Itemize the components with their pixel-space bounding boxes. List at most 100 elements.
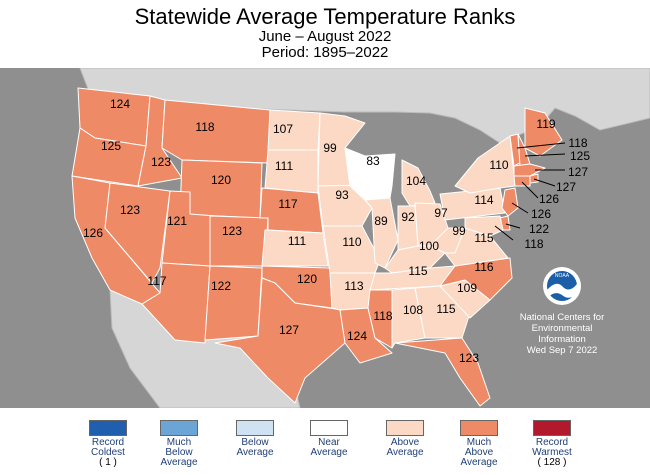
rank-RI: 127 xyxy=(556,180,576,194)
rank-MI: 104 xyxy=(406,174,426,188)
rank-NM: 122 xyxy=(211,279,231,293)
legend-label: Average xyxy=(460,457,498,468)
rank-IA: 93 xyxy=(335,188,349,202)
rank-MS: 118 xyxy=(373,309,392,323)
legend-label: Average xyxy=(160,457,198,468)
rank-VA: 115 xyxy=(474,231,493,245)
map-subtitle-period: June – August 2022 xyxy=(258,28,392,45)
rank-labels: 124 125 123 118 120 126 123 121 123 117 … xyxy=(83,97,590,365)
credit-line-1: National Centers for xyxy=(520,312,604,323)
rank-WI: 83 xyxy=(366,154,380,168)
legend-label: Record xyxy=(91,437,125,448)
legend-much-below: Much Below Average xyxy=(139,420,219,468)
rank-TX: 127 xyxy=(279,323,299,337)
rank-OH: 97 xyxy=(434,206,448,220)
legend-value: ( 1 ) xyxy=(99,457,117,468)
rank-NC: 116 xyxy=(474,260,493,274)
rank-WA: 124 xyxy=(110,97,130,111)
legend-label: Warmest xyxy=(532,447,572,458)
rank-SC: 109 xyxy=(457,281,477,295)
rank-LA: 124 xyxy=(347,329,367,343)
state-AL xyxy=(391,287,426,349)
rank-AZ: 117 xyxy=(147,274,166,288)
legend-swatch xyxy=(160,420,198,436)
rank-MD: 118 xyxy=(524,237,543,251)
lake-michigan xyxy=(391,160,404,208)
noaa-credit: NOAA National Centers for Environmental … xyxy=(520,267,604,356)
state-NM xyxy=(204,265,263,341)
credit-line-3: Information xyxy=(538,334,586,345)
leader-RI xyxy=(533,178,556,187)
legend-below: Below Average xyxy=(215,420,295,458)
rank-OK: 120 xyxy=(297,272,317,286)
rank-IN: 92 xyxy=(401,210,415,224)
map-panel: 124 125 123 118 120 126 123 121 123 117 … xyxy=(0,68,650,408)
rank-MO: 110 xyxy=(342,235,361,249)
lake-superior xyxy=(345,140,410,156)
title-block: Statewide Average Temperature Ranks June… xyxy=(0,4,650,61)
rank-MN: 99 xyxy=(323,141,337,155)
leader-lines xyxy=(494,142,566,241)
state-TX xyxy=(214,277,346,404)
rank-NH: 125 xyxy=(570,149,590,163)
rank-PA: 114 xyxy=(474,193,493,207)
state-NV xyxy=(104,182,171,284)
state-MA xyxy=(513,163,546,177)
legend-swatch xyxy=(310,420,348,436)
credit-line-2: Environmental xyxy=(532,323,593,334)
rank-ID: 123 xyxy=(151,155,171,169)
credit-date: Wed Sep 7 2022 xyxy=(527,345,598,356)
rank-ND: 107 xyxy=(273,122,293,136)
state-MT xyxy=(161,99,271,164)
state-MS xyxy=(367,289,393,349)
legend-label: Average xyxy=(236,447,274,458)
rank-SD: 111 xyxy=(275,159,294,173)
noaa-logo-text: NOAA xyxy=(555,273,570,279)
rank-AR: 113 xyxy=(344,279,363,293)
leader-NH xyxy=(524,153,566,157)
rank-NE: 117 xyxy=(278,197,297,211)
legend-swatch xyxy=(89,420,127,436)
noaa-logo-wave xyxy=(547,283,577,298)
legend-swatch xyxy=(460,420,498,436)
rank-WV: 99 xyxy=(452,224,466,238)
legend-label: Above xyxy=(464,447,494,458)
leader-MD xyxy=(494,225,514,241)
rank-WY: 120 xyxy=(211,173,231,187)
rank-TN: 115 xyxy=(408,264,427,278)
leader-NJ xyxy=(511,202,529,214)
rank-CT: 126 xyxy=(539,192,559,206)
leader-DE xyxy=(505,223,521,229)
legend-above: Above Average xyxy=(365,420,445,458)
legend-swatch xyxy=(533,420,571,436)
legend-swatch xyxy=(236,420,274,436)
legend-near: Near Average xyxy=(289,420,369,458)
state-ME xyxy=(524,107,563,157)
state-CT xyxy=(513,175,531,187)
rank-ME: 119 xyxy=(536,117,555,131)
legend-label: Near xyxy=(318,437,340,448)
state-WY xyxy=(179,159,263,219)
legend-label: Record xyxy=(535,437,569,448)
rank-UT: 121 xyxy=(167,214,187,228)
state-MI xyxy=(401,159,436,207)
legend-label: Much xyxy=(166,437,192,448)
state-KS xyxy=(261,229,329,267)
legend-swatch xyxy=(386,420,424,436)
state-RI xyxy=(529,173,539,184)
state-FL xyxy=(394,337,491,407)
rank-CO: 123 xyxy=(222,224,242,238)
rank-OR: 125 xyxy=(101,139,121,153)
rank-NY: 110 xyxy=(489,158,508,172)
rank-VT: 118 xyxy=(568,136,587,150)
leader-VT xyxy=(516,142,566,149)
rank-KY: 100 xyxy=(419,239,439,253)
rank-MA: 127 xyxy=(568,165,588,179)
states-layer xyxy=(71,87,563,407)
state-NJ xyxy=(501,187,519,217)
map-title: Statewide Average Temperature Ranks xyxy=(134,4,516,29)
rank-GA: 115 xyxy=(436,302,455,316)
leader-CT xyxy=(521,181,539,199)
legend-value: ( 128 ) xyxy=(537,457,567,468)
rank-KS: 111 xyxy=(288,234,307,248)
